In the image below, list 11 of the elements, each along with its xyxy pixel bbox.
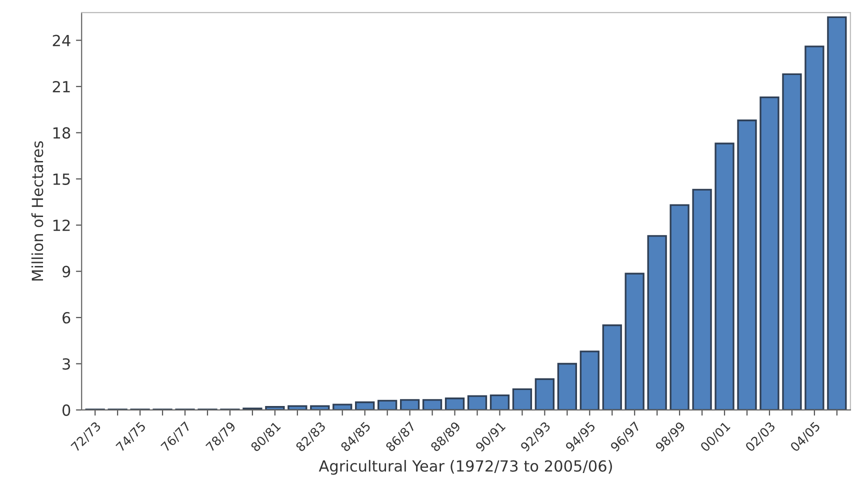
y-tick-label: 15 (53, 174, 70, 185)
y-axis-title: Million of Hectares (31, 141, 44, 281)
y-tick-label: 12 (53, 220, 70, 231)
y-tick-label: 21 (52, 80, 70, 92)
y-tick-label: 0 (62, 404, 70, 416)
y-tick-label: 3 (62, 358, 70, 370)
y-tick-label: 9 (62, 266, 70, 278)
y-tick-label: 24 (52, 34, 70, 46)
y-tick-label: 6 (62, 312, 70, 324)
y-tick-label: 18 (53, 127, 70, 139)
x-axis-title: Agricultural Year (1972/73 to 2005/06) (318, 460, 612, 475)
